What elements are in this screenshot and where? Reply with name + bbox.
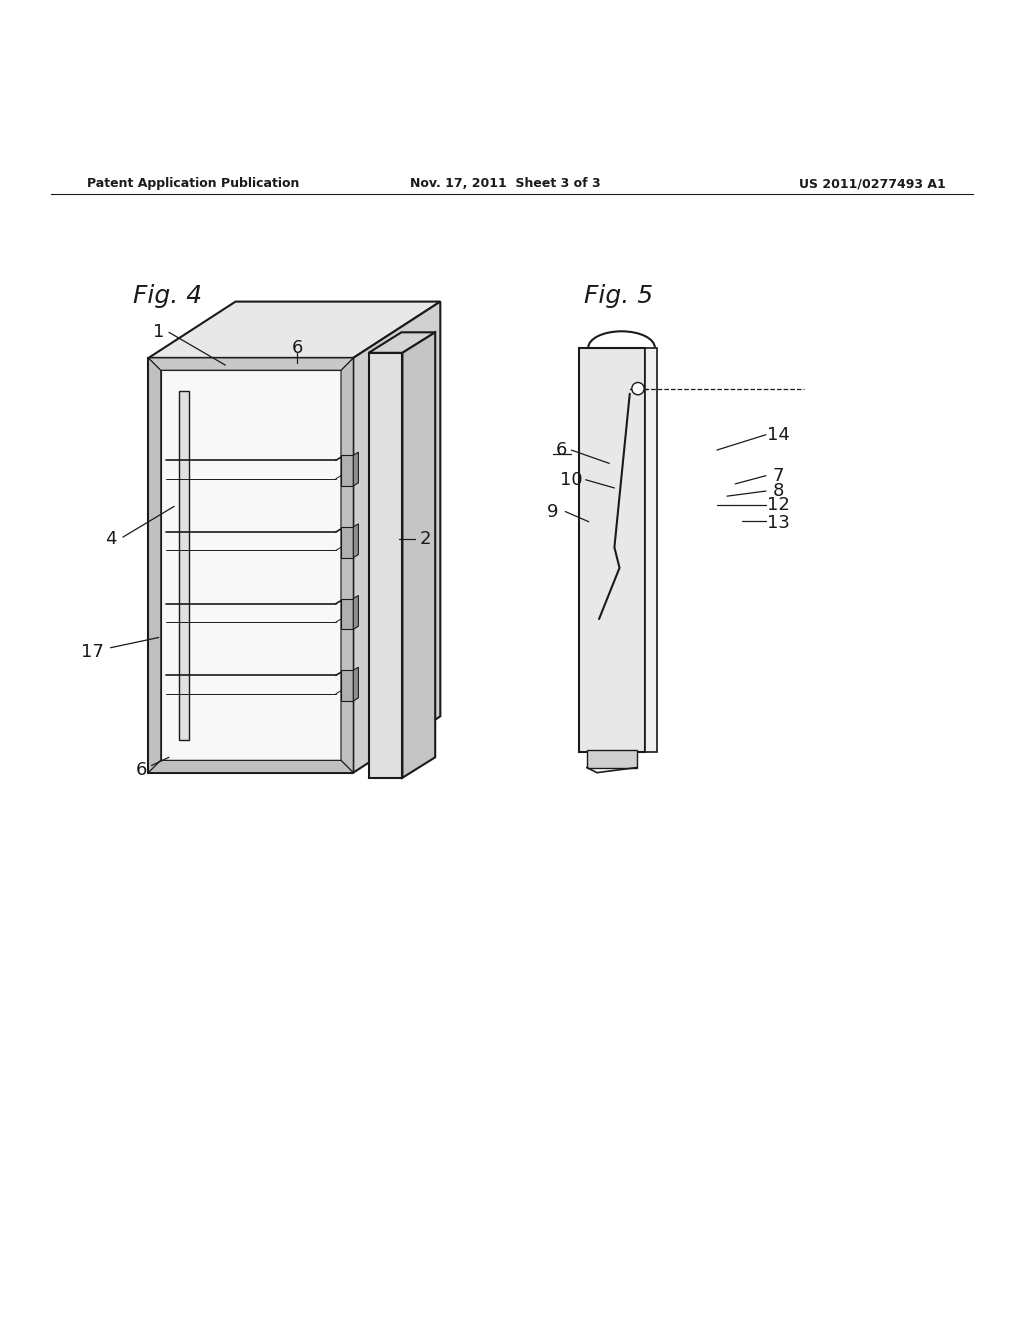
Polygon shape: [341, 358, 353, 772]
Text: 17: 17: [81, 643, 103, 661]
Polygon shape: [148, 358, 161, 772]
Polygon shape: [341, 598, 353, 630]
Text: Nov. 17, 2011  Sheet 3 of 3: Nov. 17, 2011 Sheet 3 of 3: [410, 177, 600, 190]
Polygon shape: [402, 333, 435, 777]
Text: 1: 1: [153, 323, 165, 342]
Text: 7: 7: [772, 467, 784, 484]
Polygon shape: [148, 760, 353, 772]
Polygon shape: [353, 453, 358, 486]
Polygon shape: [353, 524, 358, 557]
Polygon shape: [369, 333, 435, 352]
Polygon shape: [369, 352, 402, 777]
Polygon shape: [353, 595, 358, 630]
Text: 8: 8: [772, 482, 784, 500]
Text: 4: 4: [104, 531, 117, 548]
Text: 6: 6: [135, 760, 147, 779]
Text: 13: 13: [767, 513, 790, 532]
Polygon shape: [148, 301, 440, 358]
Polygon shape: [353, 667, 358, 701]
Polygon shape: [148, 358, 353, 370]
Text: 14: 14: [767, 426, 790, 444]
Polygon shape: [341, 455, 353, 486]
Circle shape: [632, 383, 644, 395]
Polygon shape: [341, 671, 353, 701]
Polygon shape: [341, 527, 353, 557]
Text: 9: 9: [547, 503, 559, 520]
Polygon shape: [579, 347, 645, 752]
Text: US 2011/0277493 A1: US 2011/0277493 A1: [799, 177, 945, 190]
Text: 12: 12: [767, 496, 790, 515]
Polygon shape: [353, 301, 440, 772]
Text: 2: 2: [419, 531, 431, 548]
Text: Patent Application Publication: Patent Application Publication: [87, 177, 299, 190]
Polygon shape: [179, 391, 189, 741]
Polygon shape: [148, 358, 353, 772]
Polygon shape: [161, 370, 341, 760]
Text: Fig. 5: Fig. 5: [584, 285, 653, 309]
Polygon shape: [587, 750, 637, 767]
Text: 10: 10: [560, 471, 583, 488]
Polygon shape: [645, 347, 657, 752]
Text: Fig. 4: Fig. 4: [133, 285, 203, 309]
Text: 6: 6: [291, 339, 303, 356]
Text: 6: 6: [555, 441, 567, 459]
